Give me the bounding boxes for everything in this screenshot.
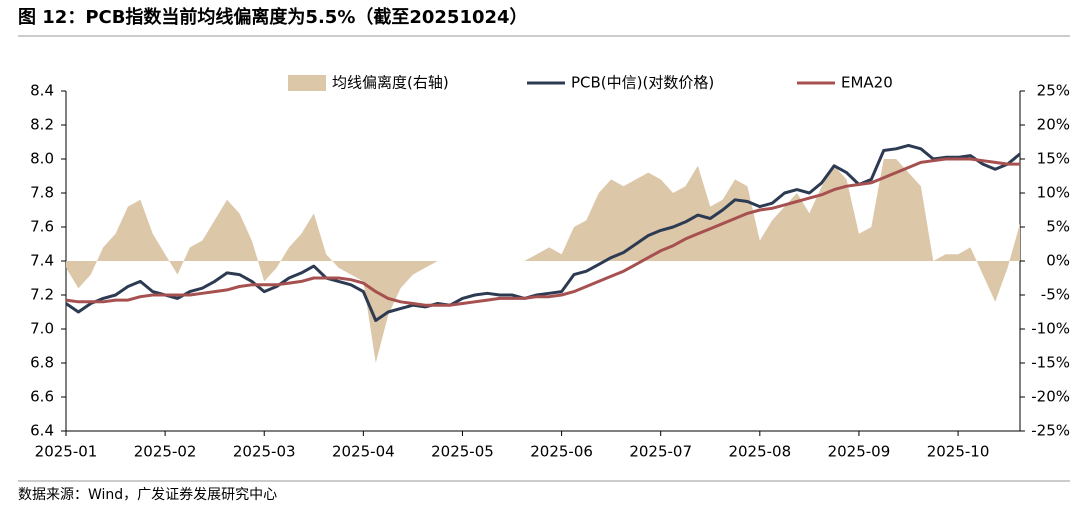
y-tick-label: 8.2 <box>30 116 54 134</box>
y-tick-label: 6.6 <box>30 388 54 406</box>
y2-tick-label: -5% <box>1041 286 1070 304</box>
y-tick-label: 7.2 <box>30 286 54 304</box>
x-tick-label: 2025-01 <box>35 443 98 461</box>
chart-title: 图 12：PCB指数当前均线偏离度为5.5%（截至20251024） <box>18 6 528 28</box>
legend-label: EMA20 <box>841 74 893 92</box>
y2-tick-label: -20% <box>1031 388 1070 406</box>
y-tick-label: 6.8 <box>30 354 54 372</box>
y2-tick-label: 25% <box>1037 82 1070 100</box>
y2-tick-label: 0% <box>1046 252 1070 270</box>
y-tick-label: 8.4 <box>30 82 54 100</box>
x-tick-label: 2025-07 <box>629 443 692 461</box>
legend-label: 均线偏离度(右轴) <box>332 74 449 92</box>
y-tick-label: 7.4 <box>30 252 54 270</box>
y-tick-label: 7.8 <box>30 184 54 202</box>
y2-tick-label: 5% <box>1046 218 1070 236</box>
x-tick-label: 2025-03 <box>233 443 296 461</box>
y-tick-label: 8.0 <box>30 150 54 168</box>
y2-tick-label: -15% <box>1031 354 1070 372</box>
deviation-area <box>66 159 1020 363</box>
x-tick-label: 2025-10 <box>927 443 990 461</box>
y2-tick-label: 15% <box>1037 150 1070 168</box>
x-tick-label: 2025-09 <box>828 443 891 461</box>
legend-label: PCB(中信)(对数价格) <box>571 74 714 92</box>
y2-tick-label: 10% <box>1037 184 1070 202</box>
x-tick-label: 2025-04 <box>332 443 395 461</box>
x-tick-label: 2025-08 <box>728 443 791 461</box>
y-tick-label: 6.4 <box>30 422 54 440</box>
x-tick-label: 2025-05 <box>431 443 494 461</box>
y-tick-label: 7.0 <box>30 320 54 338</box>
x-tick-label: 2025-06 <box>530 443 593 461</box>
y2-tick-label: -25% <box>1031 422 1070 440</box>
x-tick-label: 2025-02 <box>134 443 197 461</box>
legend-swatch <box>288 75 326 91</box>
series-line <box>65 157 1020 307</box>
y2-tick-label: 20% <box>1037 116 1070 134</box>
source: 数据来源：Wind，广发证券发展研究中心 <box>18 487 277 503</box>
y-tick-label: 7.6 <box>30 218 54 236</box>
y2-tick-label: -10% <box>1031 320 1070 338</box>
